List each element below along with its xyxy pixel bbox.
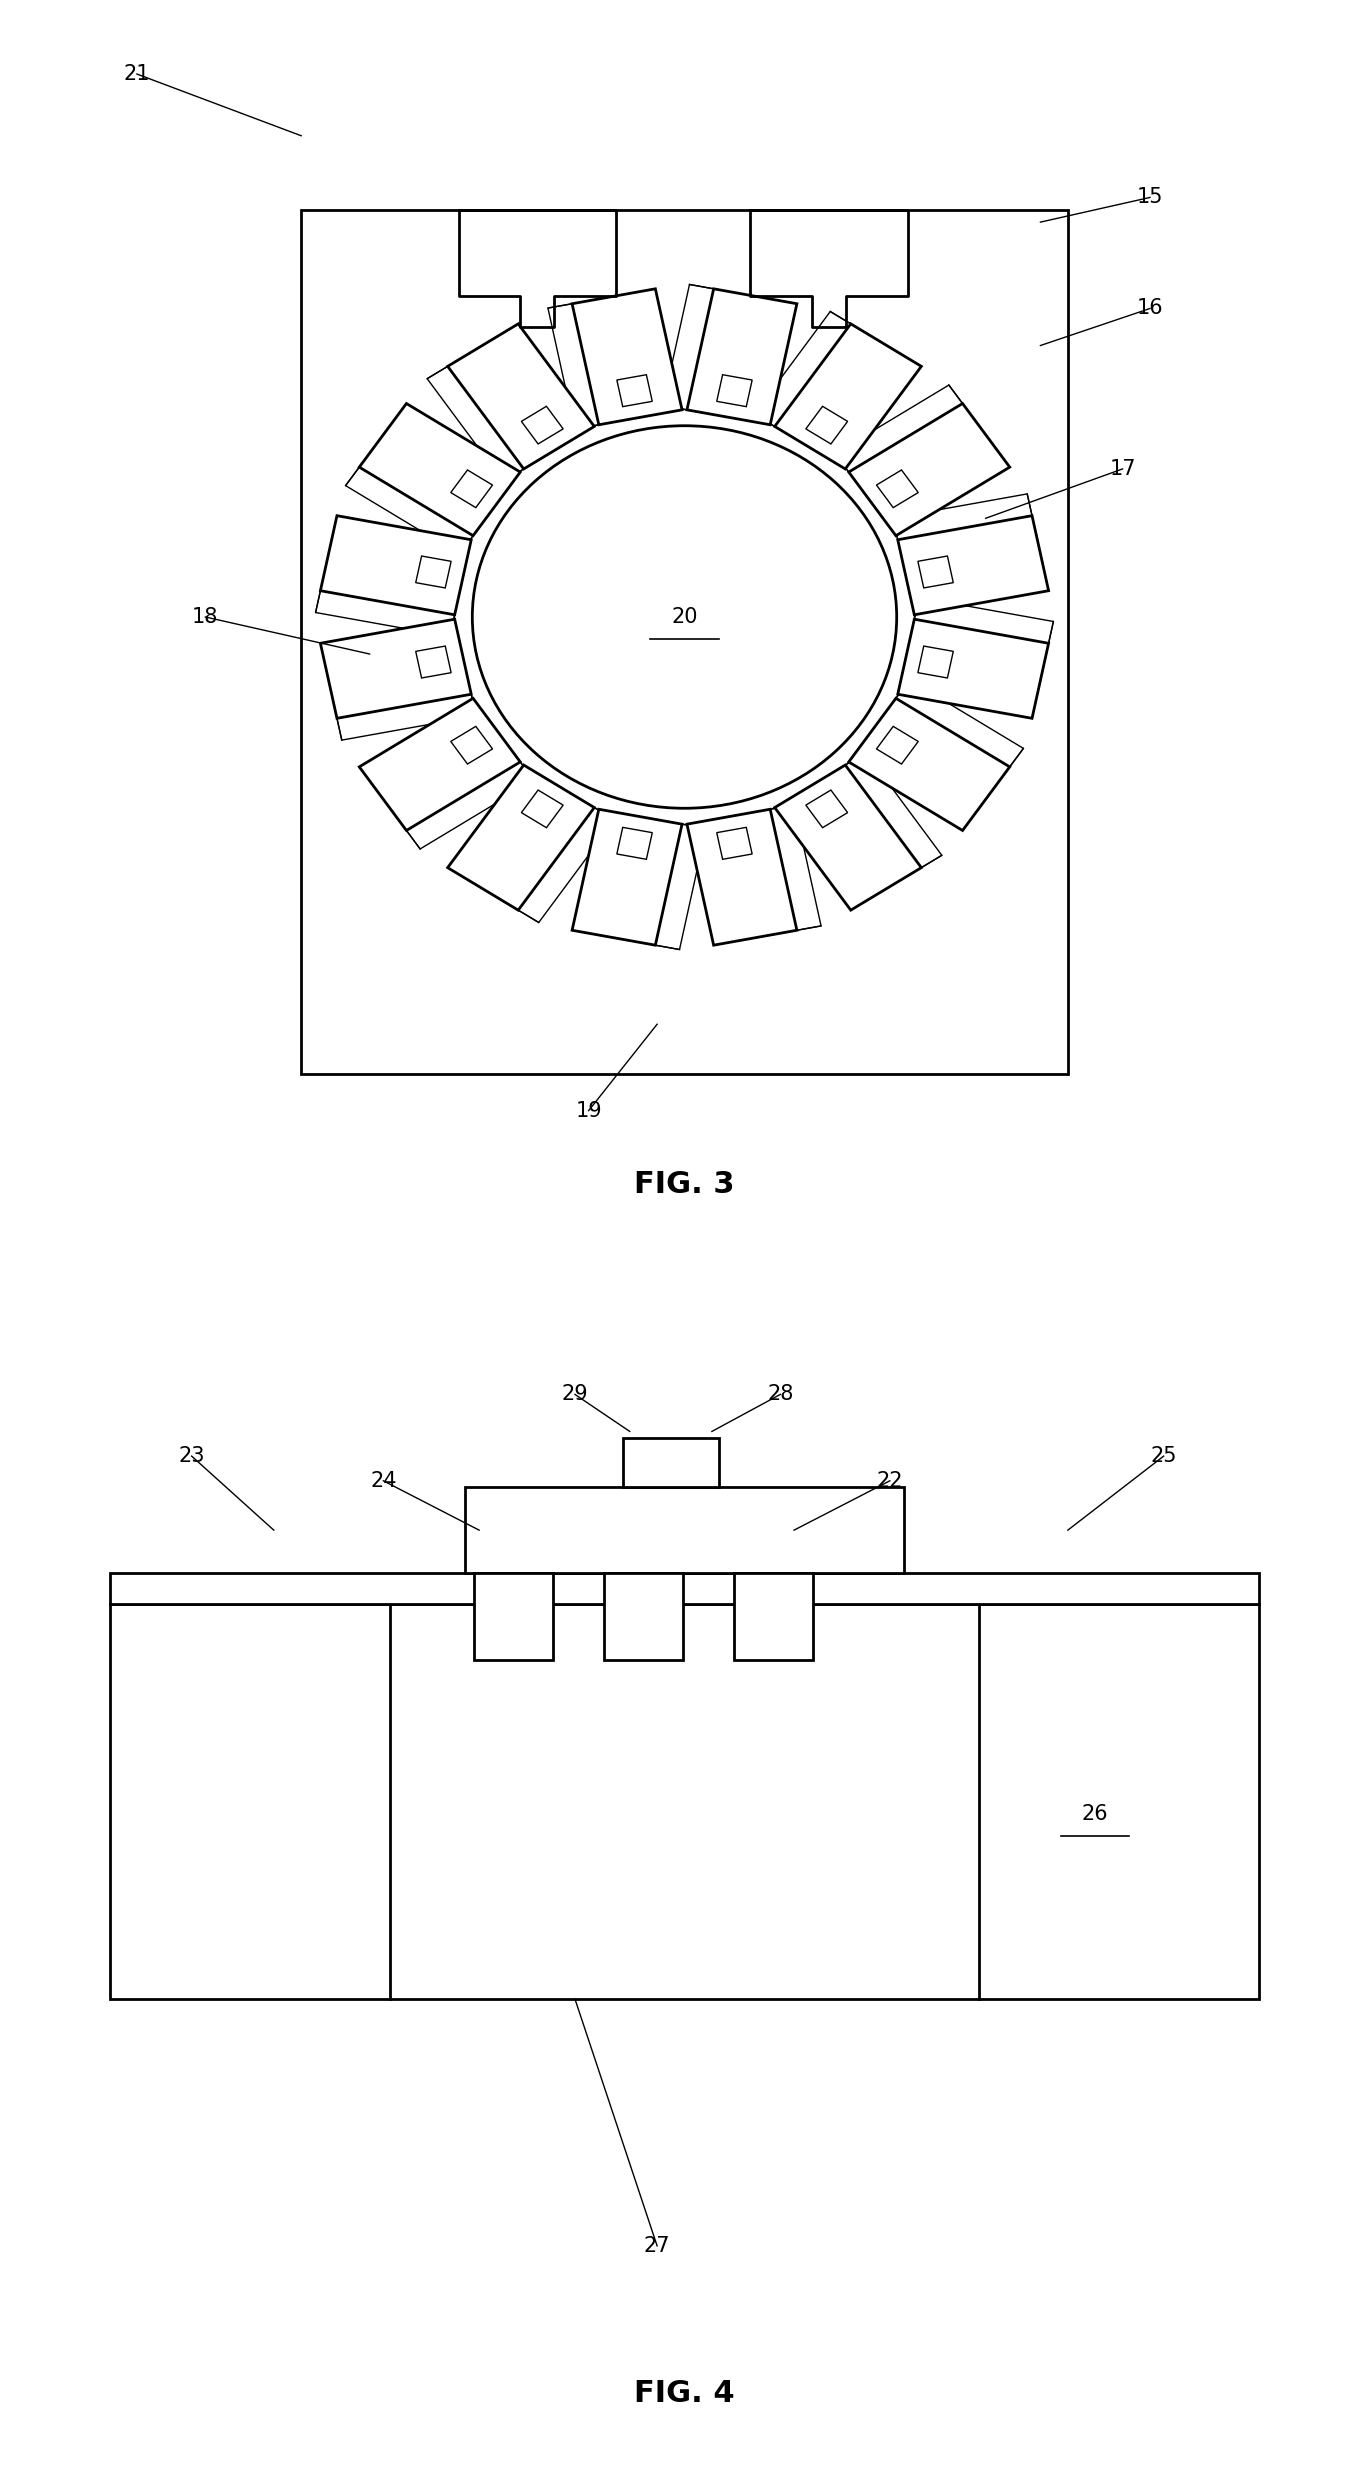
Bar (474, 1575, 553, 1661)
Text: 27: 27 (643, 2236, 671, 2256)
Polygon shape (597, 814, 706, 950)
Text: 15: 15 (1136, 188, 1164, 207)
Polygon shape (617, 827, 652, 859)
Polygon shape (775, 323, 921, 469)
Polygon shape (754, 311, 901, 457)
Polygon shape (448, 765, 594, 911)
Polygon shape (687, 289, 797, 424)
Polygon shape (316, 538, 467, 637)
Polygon shape (359, 698, 520, 832)
Polygon shape (326, 642, 476, 740)
Text: 28: 28 (767, 1385, 794, 1404)
Text: 16: 16 (1136, 299, 1164, 318)
Bar (301, 210, 1068, 1074)
Polygon shape (450, 726, 493, 765)
Polygon shape (548, 294, 658, 429)
Bar (465, 1486, 904, 1575)
Polygon shape (849, 402, 1010, 536)
Polygon shape (917, 555, 953, 587)
Polygon shape (687, 810, 797, 945)
Polygon shape (522, 407, 563, 444)
Polygon shape (617, 375, 652, 407)
Polygon shape (849, 698, 1010, 832)
Polygon shape (416, 555, 452, 587)
Text: 19: 19 (575, 1101, 602, 1120)
Bar (734, 1575, 813, 1661)
Text: 21: 21 (123, 64, 151, 84)
Polygon shape (320, 619, 471, 718)
Text: 20: 20 (671, 607, 698, 627)
Polygon shape (806, 407, 847, 444)
Text: 22: 22 (876, 1471, 904, 1491)
Bar (604, 1575, 683, 1661)
Text: FIG. 4: FIG. 4 (634, 2379, 735, 2409)
Polygon shape (572, 289, 682, 424)
Text: 29: 29 (561, 1385, 589, 1404)
Polygon shape (806, 790, 847, 827)
Polygon shape (835, 385, 997, 518)
Polygon shape (468, 777, 615, 923)
Bar (110, 1604, 1259, 1999)
Circle shape (472, 427, 897, 810)
Polygon shape (663, 284, 772, 420)
Polygon shape (775, 765, 921, 911)
Polygon shape (795, 753, 942, 898)
Polygon shape (416, 647, 452, 679)
Polygon shape (427, 336, 574, 481)
Polygon shape (359, 402, 520, 536)
Text: 26: 26 (1082, 1804, 1109, 1824)
Polygon shape (876, 726, 919, 765)
Polygon shape (893, 494, 1043, 592)
Text: 25: 25 (1150, 1446, 1177, 1466)
Polygon shape (372, 716, 534, 849)
Polygon shape (917, 647, 953, 679)
Polygon shape (862, 679, 1024, 812)
Polygon shape (902, 597, 1053, 696)
Polygon shape (450, 469, 493, 508)
Polygon shape (898, 516, 1049, 615)
Text: FIG. 3: FIG. 3 (634, 1170, 735, 1199)
Polygon shape (572, 810, 682, 945)
Bar (110, 1575, 1259, 1604)
Polygon shape (717, 827, 752, 859)
Polygon shape (522, 790, 563, 827)
Polygon shape (717, 375, 752, 407)
Polygon shape (345, 422, 507, 555)
Polygon shape (711, 805, 821, 940)
Polygon shape (898, 619, 1049, 718)
Polygon shape (876, 469, 919, 508)
Text: 18: 18 (192, 607, 219, 627)
Text: 24: 24 (370, 1471, 397, 1491)
Polygon shape (448, 323, 594, 469)
Text: 17: 17 (1109, 459, 1136, 479)
Polygon shape (320, 516, 471, 615)
Bar (623, 1436, 719, 1486)
Text: 23: 23 (178, 1446, 205, 1466)
